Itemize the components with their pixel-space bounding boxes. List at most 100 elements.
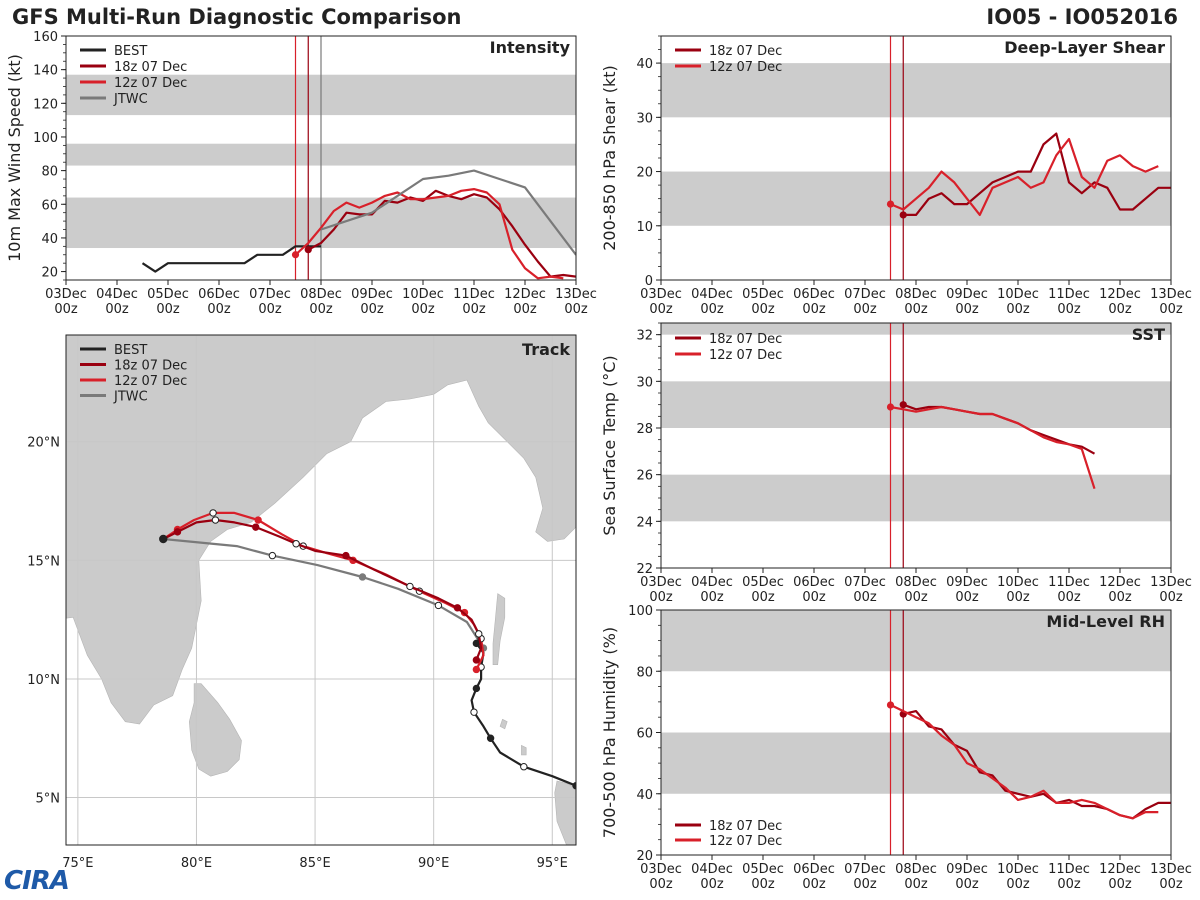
y-tick-label: 0 xyxy=(645,274,653,289)
x-tick-label: 08Dec xyxy=(300,287,342,302)
x-tick-label: 07Dec xyxy=(844,287,886,302)
y-tick-label: 100 xyxy=(628,604,653,619)
shear-legend-label: 18z 07 Dec xyxy=(709,44,782,59)
sumatra-tip xyxy=(554,780,576,845)
x-tick-label: 08Dec xyxy=(895,575,937,590)
y-tick-label: 160 xyxy=(33,30,58,45)
track-position-run18 xyxy=(211,516,220,524)
track-position-best xyxy=(520,763,528,771)
x-tick-sublabel: 00z xyxy=(156,302,180,317)
x-tick-sublabel: 00z xyxy=(462,302,486,317)
x-tick-sublabel: 00z xyxy=(853,302,877,317)
rh-series-run12 xyxy=(890,703,1159,820)
x-tick-label: 06Dec xyxy=(793,862,835,877)
x-tick-sublabel: 00z xyxy=(649,302,673,317)
x-tick-sublabel: 00z xyxy=(802,877,826,892)
y-tick-label: 140 xyxy=(33,64,58,79)
x-tick-label: 06Dec xyxy=(793,287,835,302)
figure-title: GFS Multi-Run Diagnostic Comparison xyxy=(12,5,462,29)
x-tick-sublabel: 00z xyxy=(1057,590,1081,605)
x-tick-label: 13Dec xyxy=(1150,575,1192,590)
x-tick-label: 11Dec xyxy=(1048,287,1090,302)
y-tick-label: 30 xyxy=(636,111,653,126)
x-tick-label: 07Dec xyxy=(844,575,886,590)
shear-panel: 01020304003Dec00z04Dec00z05Dec00z06Dec00… xyxy=(600,35,1192,317)
x-tick-sublabel: 00z xyxy=(802,590,826,605)
track-position-jtwc xyxy=(358,573,367,581)
x-tick-label: 10Dec xyxy=(997,287,1039,302)
x-tick-label: 06Dec xyxy=(793,575,835,590)
x-tick-sublabel: 00z xyxy=(105,302,129,317)
x-tick-sublabel: 00z xyxy=(564,302,588,317)
track-title: Track xyxy=(522,340,570,359)
track-position-run18 xyxy=(406,582,414,591)
track-end-point xyxy=(159,534,168,544)
intensity-series-best xyxy=(141,245,321,273)
x-tick-sublabel: 00z xyxy=(54,302,78,317)
intensity-legend-label: BEST xyxy=(114,44,147,59)
sst-title: SST xyxy=(1132,325,1165,344)
sst-panel: 22242628303203Dec00z04Dec00z05Dec00z06De… xyxy=(600,322,1192,605)
x-tick-sublabel: 00z xyxy=(1108,590,1132,605)
x-tick-sublabel: 00z xyxy=(649,590,673,605)
nicobar-island xyxy=(499,718,508,730)
x-tick-label: 04Dec xyxy=(691,862,733,877)
intensity-legend-label: 12z 07 Dec xyxy=(114,76,187,91)
x-tick-label: 09Dec xyxy=(946,862,988,877)
x-tick-label: 13Dec xyxy=(555,287,597,302)
x-tick-label: 03Dec xyxy=(45,287,87,302)
track-legend-label: BEST xyxy=(114,343,147,358)
shear-series-run18 xyxy=(903,132,1171,216)
track-legend-label: JTWC xyxy=(113,390,148,405)
x-tick-sublabel: 00z xyxy=(1006,302,1030,317)
track-position-run18 xyxy=(173,528,182,536)
x-tick-label: 07Dec xyxy=(249,287,291,302)
x-tick-label: 05Dec xyxy=(147,287,189,302)
x-tick-sublabel: 00z xyxy=(1159,590,1183,605)
x-tick-label: 10Dec xyxy=(997,575,1039,590)
cira-logo: CIRA xyxy=(4,866,70,896)
y-tick-label: 40 xyxy=(41,232,58,247)
x-tick-label: 10Dec xyxy=(997,862,1039,877)
intensity-start-point xyxy=(291,251,300,259)
rh-y-axis-label: 700-500 hPa Humidity (%) xyxy=(600,627,619,838)
track-map-area xyxy=(66,335,576,845)
y-tick-label: 22 xyxy=(636,562,653,577)
track-position-best xyxy=(486,734,495,742)
y-tick-label: 20 xyxy=(636,166,653,181)
shear-title: Deep-Layer Shear xyxy=(1004,38,1165,57)
x-tick-label: 04Dec xyxy=(691,575,733,590)
x-tick-sublabel: 00z xyxy=(853,590,877,605)
y-tick-label: 100 xyxy=(33,131,58,146)
y-tick-label: 10 xyxy=(636,220,653,235)
intensity-title: Intensity xyxy=(490,38,571,57)
track-position-run12 xyxy=(209,509,217,517)
x-tick-sublabel: 00z xyxy=(751,302,775,317)
y-tick-label: 60 xyxy=(41,198,58,213)
sst-series-run12 xyxy=(890,405,1096,490)
track-position-best xyxy=(472,684,481,693)
intensity-legend-label: 18z 07 Dec xyxy=(114,60,187,75)
storm-id: IO05 - IO052016 xyxy=(986,5,1178,29)
sst-band xyxy=(661,474,1171,522)
sst-start-point xyxy=(899,401,907,409)
x-tick-label: 04Dec xyxy=(96,287,138,302)
x-tick-label: 12Dec xyxy=(1099,575,1141,590)
x-tick-sublabel: 00z xyxy=(1006,877,1030,892)
intensity-series-run12 xyxy=(294,188,564,280)
rh-start-point xyxy=(886,701,895,709)
y-tick-label: 40 xyxy=(636,788,653,803)
lon-tick-label: 75°E xyxy=(62,856,93,871)
intensity-series-group xyxy=(141,169,576,280)
x-tick-sublabel: 00z xyxy=(1159,877,1183,892)
sst-band xyxy=(661,323,1171,335)
lon-tick-label: 95°E xyxy=(537,856,568,871)
track-position-run18 xyxy=(292,540,300,548)
track-position-best xyxy=(470,708,478,716)
sst-y-axis-label: Sea Surface Temp (°C) xyxy=(600,355,619,535)
lat-tick-label: 10°N xyxy=(27,673,60,688)
x-tick-sublabel: 00z xyxy=(904,877,928,892)
x-tick-label: 10Dec xyxy=(402,287,444,302)
y-tick-label: 80 xyxy=(636,665,653,680)
x-tick-sublabel: 00z xyxy=(955,590,979,605)
